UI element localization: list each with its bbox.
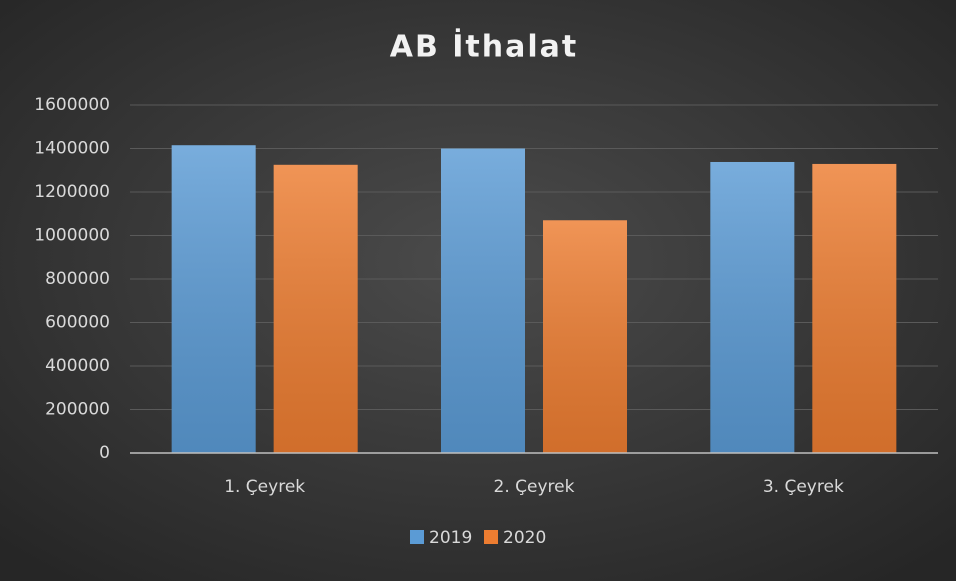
legend-label: 2019 [429, 528, 472, 548]
legend-swatch [484, 530, 498, 544]
chart-title: AB İthalat [390, 29, 579, 65]
bar [543, 220, 627, 453]
y-tick-label: 400000 [45, 356, 110, 376]
y-tick-label: 200000 [45, 400, 110, 420]
y-tick-label: 1400000 [34, 139, 110, 159]
legend-label: 2020 [503, 528, 546, 548]
bar [441, 148, 525, 453]
legend-swatch [410, 530, 424, 544]
y-tick-label: 600000 [45, 313, 110, 333]
bar [171, 145, 256, 454]
y-tick-label: 0 [99, 443, 110, 463]
y-tick-label: 1000000 [34, 226, 110, 246]
bar [710, 161, 795, 454]
y-tick-label: 800000 [45, 269, 110, 289]
x-tick-label: 2. Çeyrek [494, 477, 575, 497]
bar [812, 163, 897, 453]
x-tick-label: 3. Çeyrek [763, 477, 844, 497]
y-tick-label: 1200000 [34, 182, 110, 202]
bar [273, 164, 358, 453]
x-tick-label: 1. Çeyrek [224, 477, 305, 497]
y-tick-label: 1600000 [34, 95, 110, 115]
